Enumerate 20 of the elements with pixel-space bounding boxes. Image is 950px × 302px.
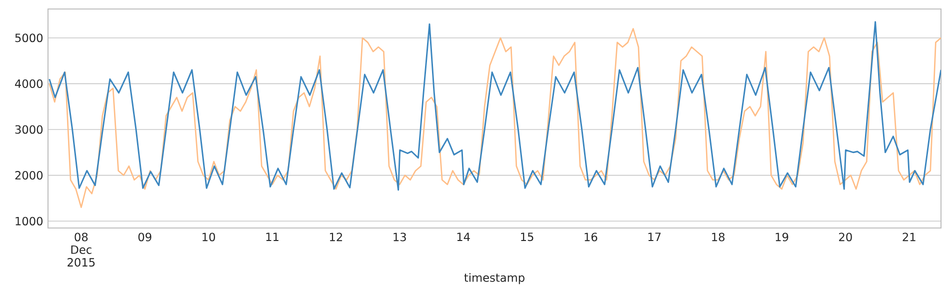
x-axis-title: timestamp	[464, 273, 524, 284]
x-tick-label: 20	[839, 232, 852, 242]
x-tick-label: 09	[138, 232, 152, 242]
y-tick-label: 4000	[15, 79, 43, 88]
x-tick-label: 08 Dec 2015	[68, 232, 95, 267]
x-tick-label: 21	[902, 232, 916, 242]
x-tick-label: 15	[521, 232, 534, 242]
x-tick-label: 17	[648, 232, 661, 241]
y-tick-label: 5000	[15, 34, 43, 42]
x-tick-label: 13	[394, 232, 406, 242]
y-tick-label: 3000	[15, 125, 43, 134]
y-tick-label: 2000	[15, 171, 43, 180]
x-tick-label: 10	[202, 232, 216, 242]
x-tick-label: 18	[712, 232, 725, 242]
y-tick-label: 1000	[16, 216, 43, 226]
x-tick-label: 11	[266, 232, 278, 241]
x-tick-label: 19	[776, 232, 788, 242]
x-tick-label: 14	[457, 232, 470, 241]
x-tick-label: 16	[584, 232, 598, 242]
x-tick-label: 12	[330, 232, 342, 242]
